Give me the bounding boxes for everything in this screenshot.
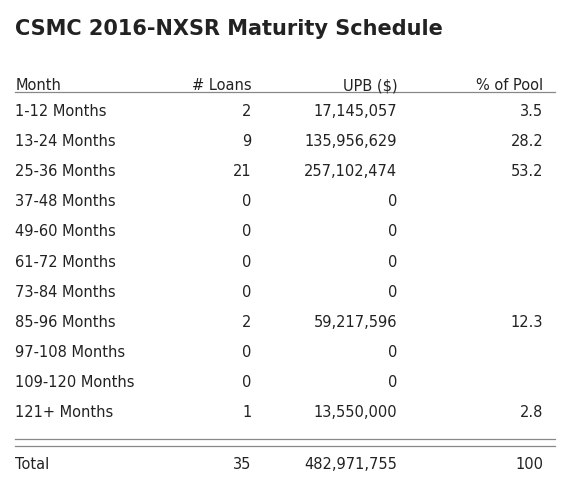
Text: 0: 0 xyxy=(388,194,397,209)
Text: 17,145,057: 17,145,057 xyxy=(314,104,397,119)
Text: 13,550,000: 13,550,000 xyxy=(314,405,397,420)
Text: 85-96 Months: 85-96 Months xyxy=(15,315,116,330)
Text: 482,971,755: 482,971,755 xyxy=(304,457,397,472)
Text: Month: Month xyxy=(15,78,62,94)
Text: 135,956,629: 135,956,629 xyxy=(305,134,397,149)
Text: % of Pool: % of Pool xyxy=(477,78,543,94)
Text: 0: 0 xyxy=(242,225,251,239)
Text: CSMC 2016-NXSR Maturity Schedule: CSMC 2016-NXSR Maturity Schedule xyxy=(15,19,443,38)
Text: 73-84 Months: 73-84 Months xyxy=(15,285,116,300)
Text: 0: 0 xyxy=(242,255,251,269)
Text: 97-108 Months: 97-108 Months xyxy=(15,345,125,360)
Text: 12.3: 12.3 xyxy=(511,315,543,330)
Text: Total: Total xyxy=(15,457,50,472)
Text: 0: 0 xyxy=(242,375,251,390)
Text: 0: 0 xyxy=(242,285,251,300)
Text: 1: 1 xyxy=(242,405,251,420)
Text: 2: 2 xyxy=(242,104,251,119)
Text: 35: 35 xyxy=(233,457,251,472)
Text: 121+ Months: 121+ Months xyxy=(15,405,113,420)
Text: 28.2: 28.2 xyxy=(511,134,543,149)
Text: 1-12 Months: 1-12 Months xyxy=(15,104,107,119)
Text: 257,102,474: 257,102,474 xyxy=(304,164,397,179)
Text: 49-60 Months: 49-60 Months xyxy=(15,225,116,239)
Text: 21: 21 xyxy=(233,164,251,179)
Text: 0: 0 xyxy=(388,375,397,390)
Text: 0: 0 xyxy=(388,255,397,269)
Text: 13-24 Months: 13-24 Months xyxy=(15,134,116,149)
Text: 0: 0 xyxy=(242,345,251,360)
Text: UPB ($): UPB ($) xyxy=(343,78,397,94)
Text: 37-48 Months: 37-48 Months xyxy=(15,194,116,209)
Text: 0: 0 xyxy=(388,345,397,360)
Text: 0: 0 xyxy=(388,225,397,239)
Text: 109-120 Months: 109-120 Months xyxy=(15,375,135,390)
Text: 25-36 Months: 25-36 Months xyxy=(15,164,116,179)
Text: # Loans: # Loans xyxy=(192,78,251,94)
Text: 100: 100 xyxy=(515,457,543,472)
Text: 3.5: 3.5 xyxy=(520,104,543,119)
Text: 2.8: 2.8 xyxy=(520,405,543,420)
Text: 53.2: 53.2 xyxy=(511,164,543,179)
Text: 0: 0 xyxy=(388,285,397,300)
Text: 61-72 Months: 61-72 Months xyxy=(15,255,116,269)
Text: 2: 2 xyxy=(242,315,251,330)
Text: 59,217,596: 59,217,596 xyxy=(314,315,397,330)
Text: 0: 0 xyxy=(242,194,251,209)
Text: 9: 9 xyxy=(242,134,251,149)
